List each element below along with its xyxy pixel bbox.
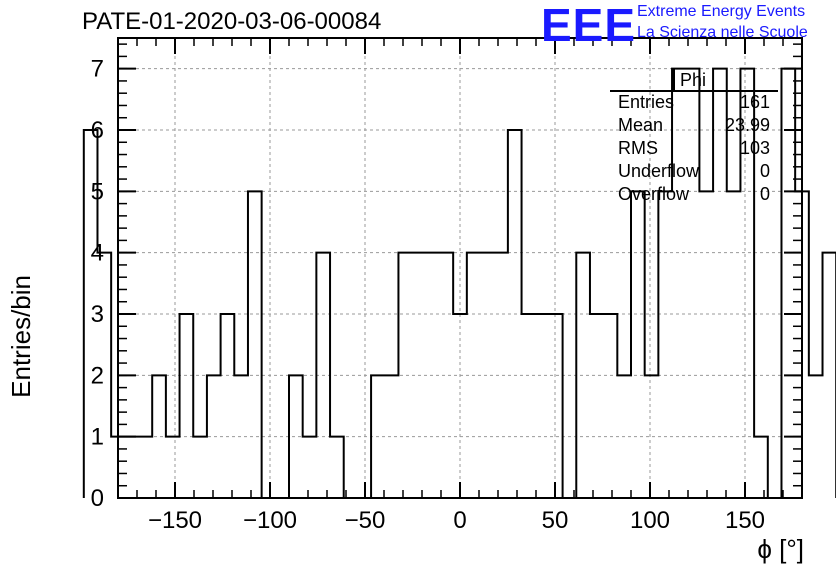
x-tick-label: −50 [345, 507, 386, 534]
y-tick-label: 5 [91, 178, 104, 205]
x-tick-label: −150 [148, 507, 202, 534]
stats-key: Underflow [618, 161, 700, 181]
stats-key: Mean [618, 115, 664, 135]
y-tick-label: 0 [91, 485, 104, 512]
y-tick-label: 7 [91, 56, 104, 83]
y-tick-label: 2 [91, 362, 104, 389]
axis-ticks [118, 38, 802, 499]
logo-subtitle-1: Extreme Energy Events [637, 3, 806, 20]
y-axis-label: Entries/bin [6, 275, 36, 398]
stats-value: 23.99 [724, 115, 770, 135]
stats-key: RMS [618, 138, 658, 158]
y-tick-label: 1 [91, 424, 104, 451]
stats-value: 103 [739, 138, 770, 158]
x-axis-label: ϕ [°] [757, 534, 804, 564]
stats-key: Entries [618, 92, 675, 112]
chart-title: PATE-01-2020-03-06-00084 [82, 8, 382, 35]
eee-logo: EEE [541, 0, 637, 51]
stats-title: Phi [680, 70, 707, 90]
x-tick-label: 50 [542, 507, 569, 534]
stats-value: 0 [759, 161, 770, 181]
histogram-outline [82, 67, 836, 499]
stats-value: 161 [739, 92, 770, 112]
x-tick-label: −100 [243, 507, 297, 534]
y-tick-label: 4 [91, 240, 104, 267]
y-tick-label: 6 [91, 117, 104, 144]
x-tick-label: 100 [630, 507, 670, 534]
stats-key: Overflow [618, 184, 690, 204]
stats-value: 0 [759, 184, 770, 204]
logo-subtitle-2: La Scienza nelle Scuole [637, 24, 808, 41]
tick-labels: 0 1 2 3 4 5 6 7 −150 −100 −50 0 50 100 150 [91, 56, 765, 534]
y-tick-label: 3 [91, 301, 104, 328]
x-tick-label: 0 [453, 507, 466, 534]
x-tick-label: 150 [725, 507, 765, 534]
